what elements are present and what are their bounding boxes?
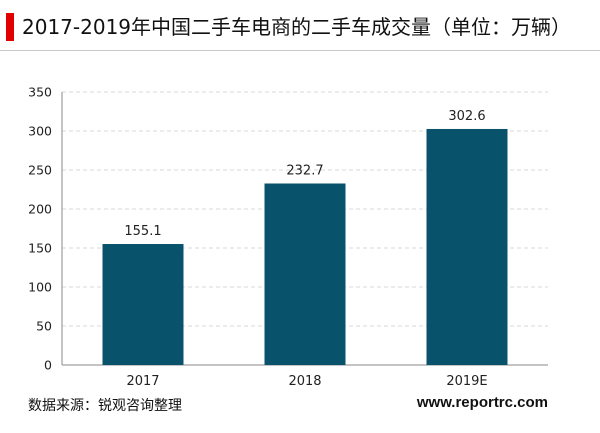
y-tick-label: 100 <box>28 280 52 295</box>
bar <box>264 183 346 365</box>
data-label: 155.1 <box>124 224 161 239</box>
y-tick-label: 0 <box>44 358 52 373</box>
bar-chart: 0 50 100 150 200 250 300 350 155.1 2017 232.7 2018 3… <box>28 85 548 389</box>
y-tick-label: 300 <box>28 124 52 139</box>
bar <box>426 128 508 365</box>
y-tick-label: 250 <box>28 163 52 178</box>
data-label: 232.7 <box>286 163 323 178</box>
bar <box>102 244 184 365</box>
title-accent-bar <box>6 13 14 41</box>
y-tick-label: 150 <box>28 241 52 256</box>
x-tick-label: 2017 <box>126 374 159 389</box>
chart-area: 0 50 100 150 200 250 300 350 155.1 2017 232.7 2018 3… <box>0 80 600 390</box>
y-tick-label: 50 <box>36 319 52 334</box>
title-divider <box>0 50 600 51</box>
source-note: 数据来源：锐观咨询整理 <box>28 398 182 414</box>
title-bar: 2017-2019年中国二手车电商的二手车成交量（单位：万辆） <box>0 10 600 44</box>
website-link[interactable]: www.reportrc.com <box>416 394 548 411</box>
x-tick-label: 2018 <box>288 374 321 389</box>
chart-title: 2017-2019年中国二手车电商的二手车成交量（单位：万辆） <box>22 15 572 39</box>
x-tick-label: 2019E <box>446 374 487 389</box>
data-label: 302.6 <box>448 109 485 124</box>
y-tick-label: 200 <box>28 202 52 217</box>
y-tick-label: 350 <box>28 85 52 100</box>
